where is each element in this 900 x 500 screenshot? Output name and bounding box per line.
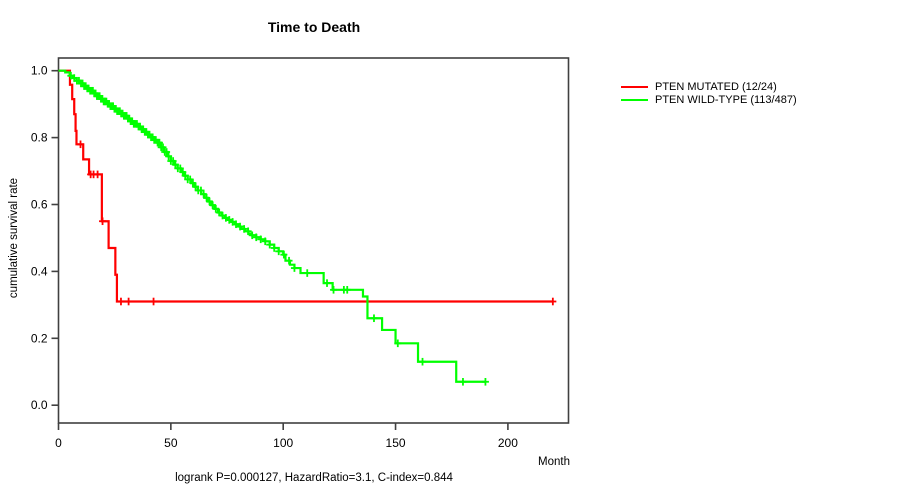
svg-text:0.4: 0.4: [31, 264, 48, 278]
mutated-curve: [58, 69, 557, 306]
y-axis-ticks: 0.0 0.2 0.4 0.6 0.8 1.0: [31, 64, 59, 412]
svg-text:0.0: 0.0: [31, 398, 48, 412]
y-axis-label: cumulative survival rate: [8, 177, 20, 299]
svg-text:200: 200: [498, 436, 518, 450]
x-axis-label: Month: [538, 456, 570, 468]
svg-text:0.2: 0.2: [31, 331, 48, 345]
wildtype-line-swatch: [621, 98, 648, 101]
mutated-line-swatch: [621, 85, 648, 88]
svg-text:150: 150: [386, 436, 406, 450]
svg-text:100: 100: [273, 436, 293, 450]
chart-title: Time to Death: [267, 19, 361, 35]
plot-border: [57, 57, 570, 424]
svg-text:0.8: 0.8: [31, 131, 48, 145]
svg-text:50: 50: [164, 436, 178, 450]
legend-label-mutated: PTEN MUTATED (12/24): [655, 80, 777, 93]
wildtype-curve: [58, 69, 489, 386]
svg-text:0: 0: [55, 436, 62, 450]
svg-text:1.0: 1.0: [31, 64, 48, 78]
legend: PTEN MUTATED (12/24) PTEN WILD-TYPE (113…: [621, 80, 797, 106]
legend-item-mutated: PTEN MUTATED (12/24): [621, 80, 797, 93]
svg-text:0.6: 0.6: [31, 198, 48, 212]
x-axis-ticks: 0 50 100 150 200: [55, 423, 518, 450]
legend-label-wildtype: PTEN WILD-TYPE (113/487): [655, 93, 797, 106]
legend-item-wildtype: PTEN WILD-TYPE (113/487): [621, 93, 797, 106]
statistics-footnote: logrank P=0.000127, HazardRatio=3.1, C-i…: [175, 472, 453, 484]
